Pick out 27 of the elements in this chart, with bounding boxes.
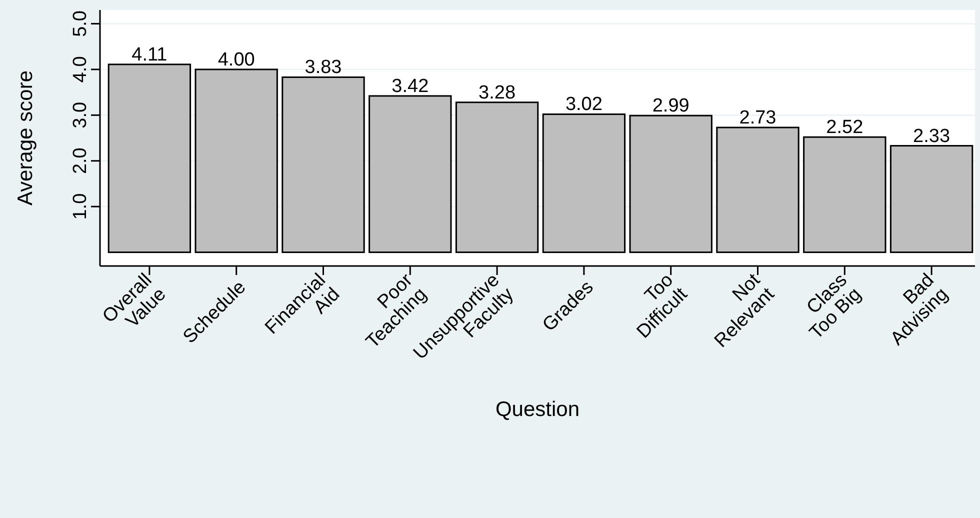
bar	[803, 136, 886, 254]
y-tick-label: 2.0	[70, 148, 91, 174]
bar	[368, 95, 452, 254]
y-tick-label: 3.0	[70, 102, 91, 128]
y-axis-title: Average score	[14, 70, 37, 206]
data-label: 3.83	[304, 57, 342, 78]
bar	[455, 102, 539, 254]
bar	[629, 114, 712, 254]
bar	[716, 126, 800, 254]
y-tick-label: 4.0	[70, 56, 91, 83]
data-label: 3.42	[392, 76, 429, 97]
x-axis-title: Question	[495, 398, 580, 421]
bar	[890, 145, 974, 254]
data-label: 2.52	[826, 117, 864, 138]
data-label: 4.11	[132, 44, 168, 66]
data-label: 3.02	[565, 94, 602, 116]
y-tick-label: 5.0	[70, 10, 91, 37]
bar	[108, 64, 192, 254]
bar	[282, 76, 365, 254]
data-label: 2.33	[913, 126, 950, 147]
y-tick-label: 1.0	[70, 193, 91, 220]
bar	[542, 113, 626, 254]
data-label: 2.99	[652, 96, 690, 117]
data-label: 2.73	[739, 107, 776, 128]
bar	[194, 68, 278, 254]
data-label: 4.00	[218, 49, 255, 70]
data-label: 3.28	[478, 82, 516, 104]
